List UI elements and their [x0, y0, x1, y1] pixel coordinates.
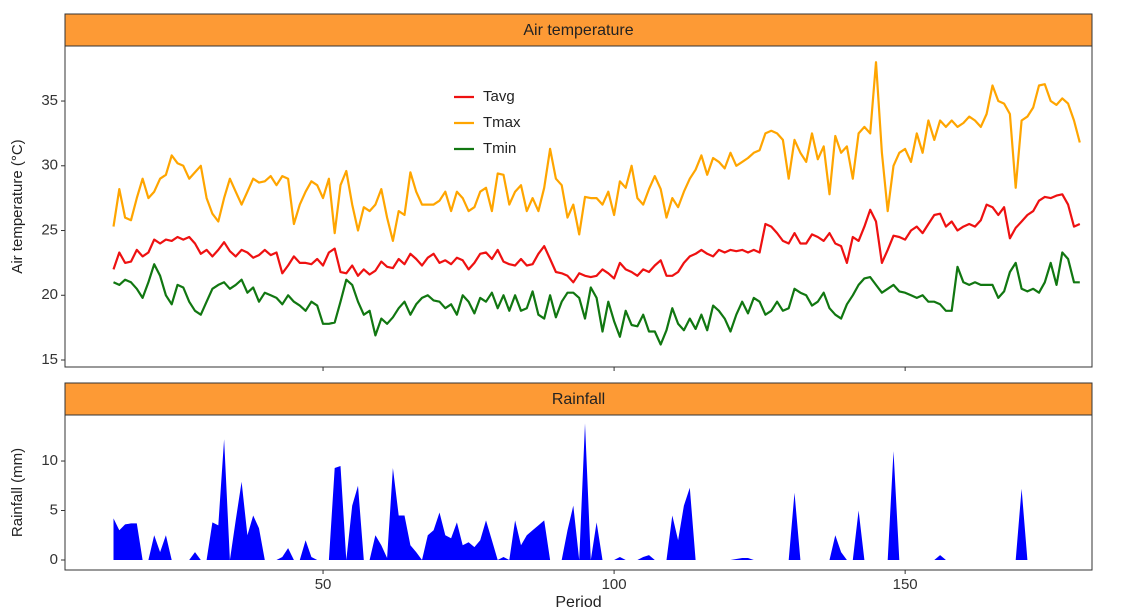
- strip-title: Rainfall: [552, 391, 605, 408]
- y-tick-label: 30: [41, 157, 58, 174]
- x-tick-label: 50: [315, 576, 332, 593]
- x-tick-label: 100: [602, 576, 627, 593]
- legend-label: Tmin: [483, 140, 516, 157]
- y-tick-label: 0: [50, 551, 58, 568]
- area: [113, 423, 1080, 560]
- y-axis-title: Rainfall (mm): [9, 448, 26, 537]
- strip: [64, 382, 1093, 416]
- legend-label: Tmax: [483, 114, 521, 131]
- strip: [64, 13, 1093, 47]
- y-tick-label: 35: [41, 92, 58, 109]
- x-tick-label: 150: [893, 576, 918, 593]
- y-tick-label: 20: [41, 286, 58, 303]
- panel-border: [64, 414, 1093, 571]
- y-axis-title: Air temperature (°C): [9, 139, 26, 273]
- series-line: [112, 193, 1081, 284]
- strip-title: Air temperature: [523, 22, 633, 39]
- legend-label: Tavg: [483, 88, 515, 105]
- y-tick-label: 15: [41, 351, 58, 368]
- x-axis-title: Period: [555, 594, 601, 611]
- y-tick-label: 5: [50, 501, 58, 518]
- series-line: [112, 61, 1081, 242]
- y-tick-label: 10: [41, 452, 58, 469]
- y-tick-label: 25: [41, 221, 58, 238]
- series-line: [113, 251, 1080, 346]
- panel-border: [64, 45, 1093, 368]
